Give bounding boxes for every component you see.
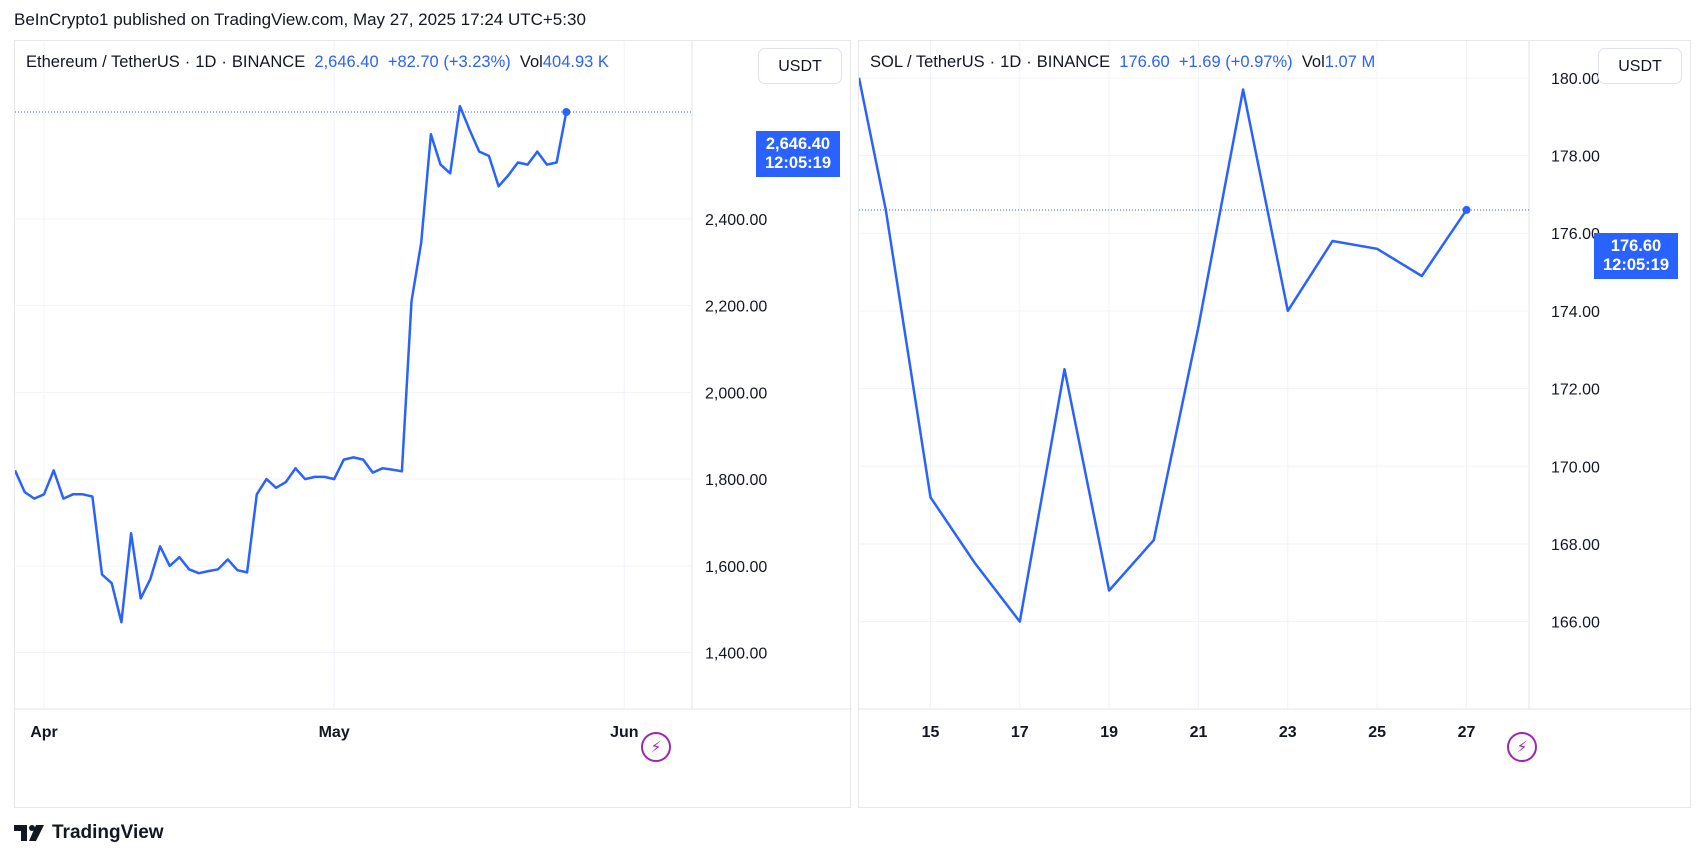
x-tick-label: 21: [1190, 724, 1208, 741]
sol-vol-value: 1.07 M: [1324, 53, 1376, 71]
y-tick-label: 170.00: [1551, 459, 1600, 476]
y-tick-label: 2,000.00: [705, 385, 767, 402]
sol-exchange: BINANCE: [1036, 53, 1111, 71]
x-tick-label: 17: [1011, 724, 1029, 741]
last-price-point[interactable]: [562, 108, 571, 116]
sol-countdown: 12:05:19: [1602, 256, 1670, 274]
sol-price-tag-value: 176.60: [1610, 237, 1662, 255]
sol-interval: 1D: [1000, 53, 1022, 71]
sol-last-price: 176.60: [1119, 53, 1170, 71]
lightning-bolt-icon[interactable]: ⚡: [641, 732, 671, 762]
tradingview-logo-icon: [14, 825, 44, 841]
y-tick-label: 1,800.00: [705, 472, 767, 489]
eth-last-price: 2,646.40: [314, 53, 379, 71]
tradingview-footer[interactable]: TradingView: [14, 822, 164, 844]
sol-symbol[interactable]: SOL / TetherUS: [870, 53, 985, 71]
x-tick-label: May: [319, 724, 350, 741]
sol-legend: SOL / TetherUS · 1D · BINANCE 176.60 +1.69 (…: [870, 53, 1376, 71]
y-tick-label: 2,400.00: [705, 212, 767, 229]
sol-chart-svg[interactable]: 166.00 168.00 170.00 172.00 174.00 176.00 178.…: [859, 41, 1692, 809]
eth-interval: 1D: [195, 53, 217, 71]
eth-symbol[interactable]: Ethereum / TetherUS: [26, 53, 180, 71]
y-tick-label: 178.00: [1551, 149, 1600, 166]
y-tick-label: 176.00: [1551, 226, 1600, 243]
lightning-bolt-icon[interactable]: ⚡: [1507, 732, 1537, 762]
x-tick-label: 15: [922, 724, 940, 741]
y-tick-label: 168.00: [1551, 537, 1600, 554]
y-tick-label: 166.00: [1551, 615, 1600, 632]
y-tick-label: 180.00: [1551, 71, 1600, 88]
x-tick-label: 27: [1458, 724, 1476, 741]
x-tick-label: 23: [1279, 724, 1297, 741]
x-tick-label: Jun: [610, 724, 638, 741]
eth-currency-button[interactable]: USDT: [758, 48, 842, 84]
price-series-line[interactable]: [15, 104, 568, 624]
sol-change: +1.69 (+0.97%): [1178, 53, 1293, 71]
y-tick-label: 172.00: [1551, 382, 1600, 399]
sol-chart-panel[interactable]: 166.00 168.00 170.00 172.00 174.00 176.00 178.…: [858, 40, 1692, 809]
eth-exchange: BINANCE: [231, 53, 306, 71]
y-tick-label: 1,400.00: [705, 646, 767, 663]
eth-change: +82.70 (+3.23%): [387, 53, 511, 71]
eth-price-tag-value: 2,646.40: [765, 135, 831, 153]
last-price-point[interactable]: [1462, 205, 1471, 214]
tradingview-brand: TradingView: [52, 822, 164, 843]
y-tick-label: 1,600.00: [705, 559, 767, 576]
x-tick-label: 25: [1368, 724, 1386, 741]
sol-vol-label: Vol: [1301, 53, 1325, 71]
eth-vol-label: Vol: [519, 53, 543, 71]
y-tick-label: 2,200.00: [705, 299, 767, 316]
eth-vol-value: 404.93 K: [542, 53, 609, 71]
sol-currency-button[interactable]: USDT: [1598, 48, 1682, 84]
price-series-line[interactable]: [859, 77, 1468, 623]
eth-chart-svg[interactable]: 1,400.00 1,600.00 1,800.00 2,000.00 2,200.00…: [15, 41, 852, 809]
x-tick-label: 19: [1100, 724, 1118, 741]
published-caption: BeInCrypto1 published on TradingView.com…: [14, 10, 586, 29]
eth-countdown: 12:05:19: [764, 154, 832, 172]
eth-price-tag: 2,646.40 12:05:19: [756, 131, 840, 177]
x-tick-label: Apr: [30, 724, 58, 741]
sol-price-tag: 176.60 12:05:19: [1594, 233, 1678, 279]
eth-legend: Ethereum / TetherUS · 1D · BINANCE 2,646.40 …: [26, 53, 609, 71]
y-tick-label: 174.00: [1551, 304, 1600, 321]
eth-chart-panel[interactable]: 1,400.00 1,600.00 1,800.00 2,000.00 2,200.00…: [14, 40, 852, 809]
